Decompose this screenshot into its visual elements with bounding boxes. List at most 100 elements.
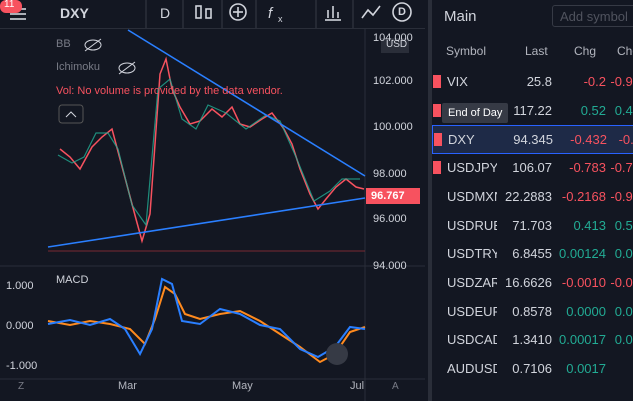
watchlist-row[interactable]: AUDUSD 0.7106 0.0017 (432, 355, 633, 382)
watchlist-row[interactable]: USDMXN 22.2883 -0.2168-0.96 (432, 183, 633, 210)
watchlist-row[interactable]: USDTRY 6.8455 0.00124 0.02 (432, 240, 633, 267)
flag (434, 133, 442, 147)
cell-symbol: DXY (448, 132, 475, 148)
trendline-lower (47, 197, 366, 248)
watchlist-row[interactable]: 117.22 0.52 0.45 (432, 97, 633, 124)
cell-chg: 0.0017 (566, 361, 606, 376)
cell-chg-pct: 0.00 (614, 303, 633, 319)
macd-axis-label: 1.000 (6, 280, 34, 292)
watchlist-row[interactable]: USDJPY 106.07 -0.783-0.73 (432, 154, 633, 181)
cell-last: 71.703 (512, 217, 552, 233)
cell-last: 25.8 (526, 74, 552, 89)
scroll-button[interactable] (326, 343, 348, 365)
time-axis-label: Jul (350, 380, 365, 392)
watchlist-row[interactable]: USDZAR 16.6626 -0.0010-0.01 (432, 269, 633, 296)
cell-chg-pct: -0.01 (610, 274, 633, 290)
column-header[interactable]: Last (525, 44, 548, 58)
column-header[interactable]: Chg (574, 44, 597, 58)
price-axis-label: 96.000 (373, 213, 407, 225)
cell-symbol: USDJPY (447, 160, 497, 176)
price-axis-label: 98.000 (373, 168, 407, 180)
toolbar-icons: f x (0, 0, 412, 28)
svg-text:x: x (278, 14, 283, 24)
cell-chg: 0.0000 (566, 303, 606, 319)
watchlist-row[interactable]: USDEUR 0.8578 0.0000 0.00 (432, 298, 633, 325)
currency-box (381, 38, 409, 53)
collapse-button[interactable] (58, 104, 84, 124)
flag (433, 75, 441, 88)
watchlist-row[interactable]: USDRUB 71.703 0.413 0.58 (432, 212, 633, 239)
cell-chg: -0.2 (583, 74, 606, 89)
macd-axis-label: 0.000 (6, 320, 34, 332)
cell-last: 1.3410 (512, 332, 552, 348)
volume-note: Vol: No volume is provided by the data v… (56, 85, 283, 97)
watchlist-row[interactable]: USDCAD 1.3410 0.00017 0.01 (432, 326, 633, 353)
cell-last: 16.6626 (505, 274, 552, 290)
cell-last: 6.8455 (512, 246, 552, 262)
search-box[interactable] (552, 5, 633, 27)
last-price-label: 96.767 (371, 190, 405, 202)
watchlist-panel: Main Add symbol Symbol Last Chg Chg VIX 2… (428, 0, 633, 401)
zoom-button[interactable]: Z (18, 381, 25, 392)
price-axis-label: 104.000 (373, 32, 413, 44)
cell-symbol: USDRUB (447, 217, 497, 233)
cell-symbol: USDZAR (447, 274, 497, 290)
currency-label: USD (386, 39, 408, 50)
chart-area: BB Ichimoku Vol: No volume is provided b… (0, 29, 425, 401)
cell-chg: 0.00017 (559, 332, 606, 348)
time-axis-label: May (232, 380, 253, 392)
svg-text:f: f (268, 5, 274, 22)
collapse-icon (65, 111, 77, 118)
search-placeholder: Add symbol (560, 9, 628, 24)
cell-symbol: USDEUR (447, 303, 497, 319)
macd-line (47, 277, 366, 359)
cell-chg-pct: 0.58 (614, 217, 633, 233)
column-header[interactable]: Chg (617, 44, 633, 58)
cell-last: 0.8578 (512, 303, 552, 319)
cell-last: 0.7106 (512, 361, 552, 376)
last-price-box (366, 188, 420, 204)
cell-last: 117.22 (513, 102, 552, 118)
cell-chg-pct: 0.01 (614, 332, 633, 348)
macd-signal-line (47, 285, 366, 364)
replay-button[interactable]: D (398, 6, 406, 18)
interval-button[interactable]: D (160, 5, 171, 21)
cell-symbol: USDCAD (447, 332, 497, 348)
price-candles-up (57, 77, 360, 227)
tooltip: End of Day (442, 103, 509, 123)
trendline-upper (127, 29, 366, 177)
visibility-icons (84, 38, 136, 75)
cell-chg-pct: -0.4 (618, 132, 633, 148)
cell-chg: 0.413 (573, 217, 606, 233)
macd-axis-label: -1.000 (6, 360, 38, 372)
notification-badge[interactable]: 11 (4, 0, 15, 10)
price-axis-label: 100.000 (373, 121, 413, 133)
legend-ichimoku: Ichimoku (56, 61, 101, 73)
toolbar: f x 11 DXY D D (0, 0, 425, 29)
cell-chg: 0.52 (580, 102, 606, 118)
price-axis-label: 94.000 (373, 260, 407, 272)
cell-chg-pct: 0.02 (614, 246, 633, 262)
cell-symbol: AUDUSD (447, 361, 497, 376)
cell-chg-pct: 0.45 (614, 102, 633, 118)
cell-last: 94.345 (513, 132, 553, 148)
symbol-button[interactable]: DXY (60, 5, 89, 21)
watchlist-row[interactable]: VIX 25.8 -0.2 -0.92 (432, 68, 633, 95)
cell-chg: 0.00124 (559, 246, 606, 262)
watchlist-title[interactable]: Main (444, 8, 477, 25)
cell-last: 106.07 (512, 160, 552, 176)
cell-chg-pct: -0.92 (610, 74, 633, 89)
cell-chg: -0.0010 (561, 274, 606, 290)
watchlist-row[interactable]: DXY 94.345 -0.432 -0.4 (432, 125, 633, 155)
time-axis-label: Mar (118, 380, 137, 392)
cell-symbol: USDTRY (447, 246, 497, 262)
cell-chg: -0.783 (569, 160, 606, 176)
flag (433, 103, 441, 117)
cell-symbol: USDMXN (447, 188, 497, 204)
column-header[interactable]: Symbol (446, 44, 487, 58)
cell-chg-pct: -0.73 (610, 160, 633, 176)
auto-button[interactable]: A (392, 381, 399, 392)
legend-bb: BB (56, 38, 71, 50)
cell-chg-pct: -0.96 (610, 188, 633, 204)
